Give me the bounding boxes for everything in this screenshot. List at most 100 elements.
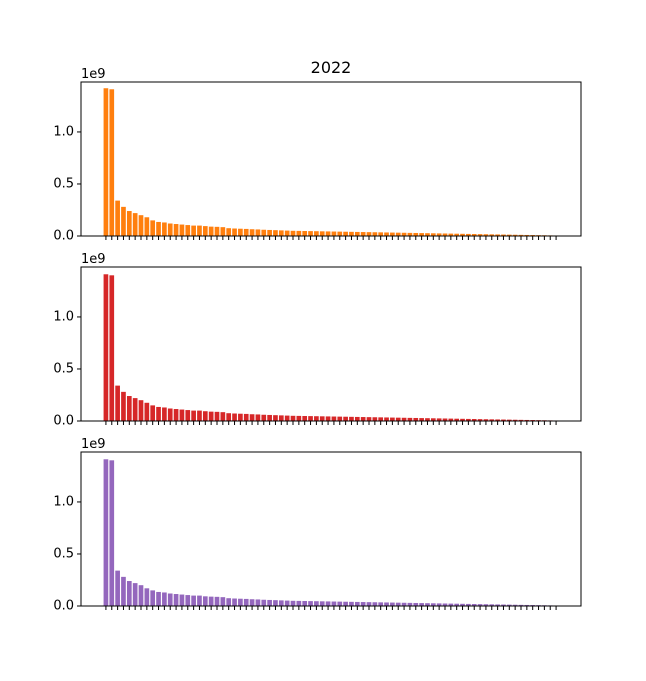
bar <box>466 233 471 236</box>
bar <box>366 602 372 606</box>
bar <box>273 415 278 421</box>
bar <box>173 224 179 236</box>
bar <box>261 599 267 606</box>
bar <box>337 601 343 606</box>
bar <box>138 400 144 421</box>
bar <box>179 224 185 236</box>
bar <box>489 604 495 606</box>
bar <box>284 230 290 236</box>
bar <box>501 234 506 236</box>
bar <box>360 232 366 236</box>
bar <box>378 417 384 421</box>
bar <box>489 419 495 421</box>
bar <box>214 596 220 606</box>
bar <box>255 414 261 421</box>
bar <box>489 234 495 236</box>
bar <box>483 419 489 421</box>
bar <box>524 604 530 606</box>
bar <box>162 407 167 421</box>
bar <box>325 601 331 606</box>
bar <box>103 88 109 237</box>
bar <box>366 232 372 236</box>
bar <box>284 415 290 421</box>
bar <box>191 410 196 421</box>
bar <box>302 601 308 606</box>
axes-frame-1 <box>80 81 582 237</box>
bar <box>413 232 419 236</box>
bar <box>372 602 378 606</box>
bar <box>197 225 202 236</box>
bar <box>314 601 319 606</box>
bar <box>512 604 518 606</box>
bar <box>185 410 191 421</box>
bar <box>109 275 115 421</box>
bar <box>331 231 337 236</box>
bar <box>384 602 389 606</box>
bar <box>331 416 337 421</box>
bar <box>436 418 442 421</box>
bar <box>132 398 138 421</box>
bar <box>243 598 249 606</box>
bar <box>255 229 261 236</box>
bar <box>150 220 156 236</box>
bar <box>419 418 424 421</box>
bar <box>372 232 378 236</box>
bar <box>442 418 448 421</box>
y-offset-label: 1e9 <box>81 252 106 267</box>
bar <box>226 598 232 606</box>
bar <box>448 603 454 606</box>
bar <box>495 604 500 606</box>
bar <box>384 232 389 236</box>
bar <box>483 234 489 236</box>
bar <box>255 599 261 606</box>
bar <box>407 232 413 236</box>
y-tick-label: 0.5 <box>53 176 74 191</box>
chart-panel-3: 1e9 0.0 0.5 1.0 <box>53 437 582 614</box>
bar <box>512 234 518 236</box>
bar <box>524 234 530 236</box>
bar <box>249 414 255 421</box>
bars-3 <box>103 459 559 606</box>
chart-panel-2: 1e9 0.0 0.5 1.0 <box>53 252 582 429</box>
bar <box>208 411 214 421</box>
bar <box>167 408 173 421</box>
bar <box>138 585 144 606</box>
y-tick-label: 1.0 <box>53 309 74 324</box>
bar <box>103 459 109 606</box>
x-ticks-3 <box>105 606 557 610</box>
bar <box>360 417 366 421</box>
bar <box>197 410 202 421</box>
bar <box>232 413 237 421</box>
bar <box>325 416 331 421</box>
bar <box>261 414 267 421</box>
bar <box>278 415 284 421</box>
bar <box>191 595 196 606</box>
bar <box>238 228 243 236</box>
bar <box>378 602 384 606</box>
bar <box>413 417 419 421</box>
y-tick-label: 0.0 <box>53 414 74 429</box>
bar <box>220 227 226 236</box>
bar <box>115 200 120 236</box>
bar <box>302 416 308 421</box>
bar <box>121 206 126 236</box>
bar <box>372 417 378 421</box>
bar <box>273 600 278 606</box>
bar <box>407 417 413 421</box>
bar <box>243 413 249 421</box>
bar <box>501 604 506 606</box>
bar <box>208 226 214 236</box>
bar <box>483 604 489 606</box>
bar <box>103 274 109 421</box>
bar <box>144 217 150 236</box>
bar <box>407 602 413 606</box>
bar <box>138 215 144 236</box>
bar <box>126 581 132 606</box>
bar <box>185 225 191 236</box>
bar <box>308 416 313 421</box>
bar <box>284 600 290 606</box>
bar <box>249 229 255 236</box>
bar <box>395 602 401 606</box>
bar <box>390 417 395 421</box>
bar <box>460 233 465 236</box>
